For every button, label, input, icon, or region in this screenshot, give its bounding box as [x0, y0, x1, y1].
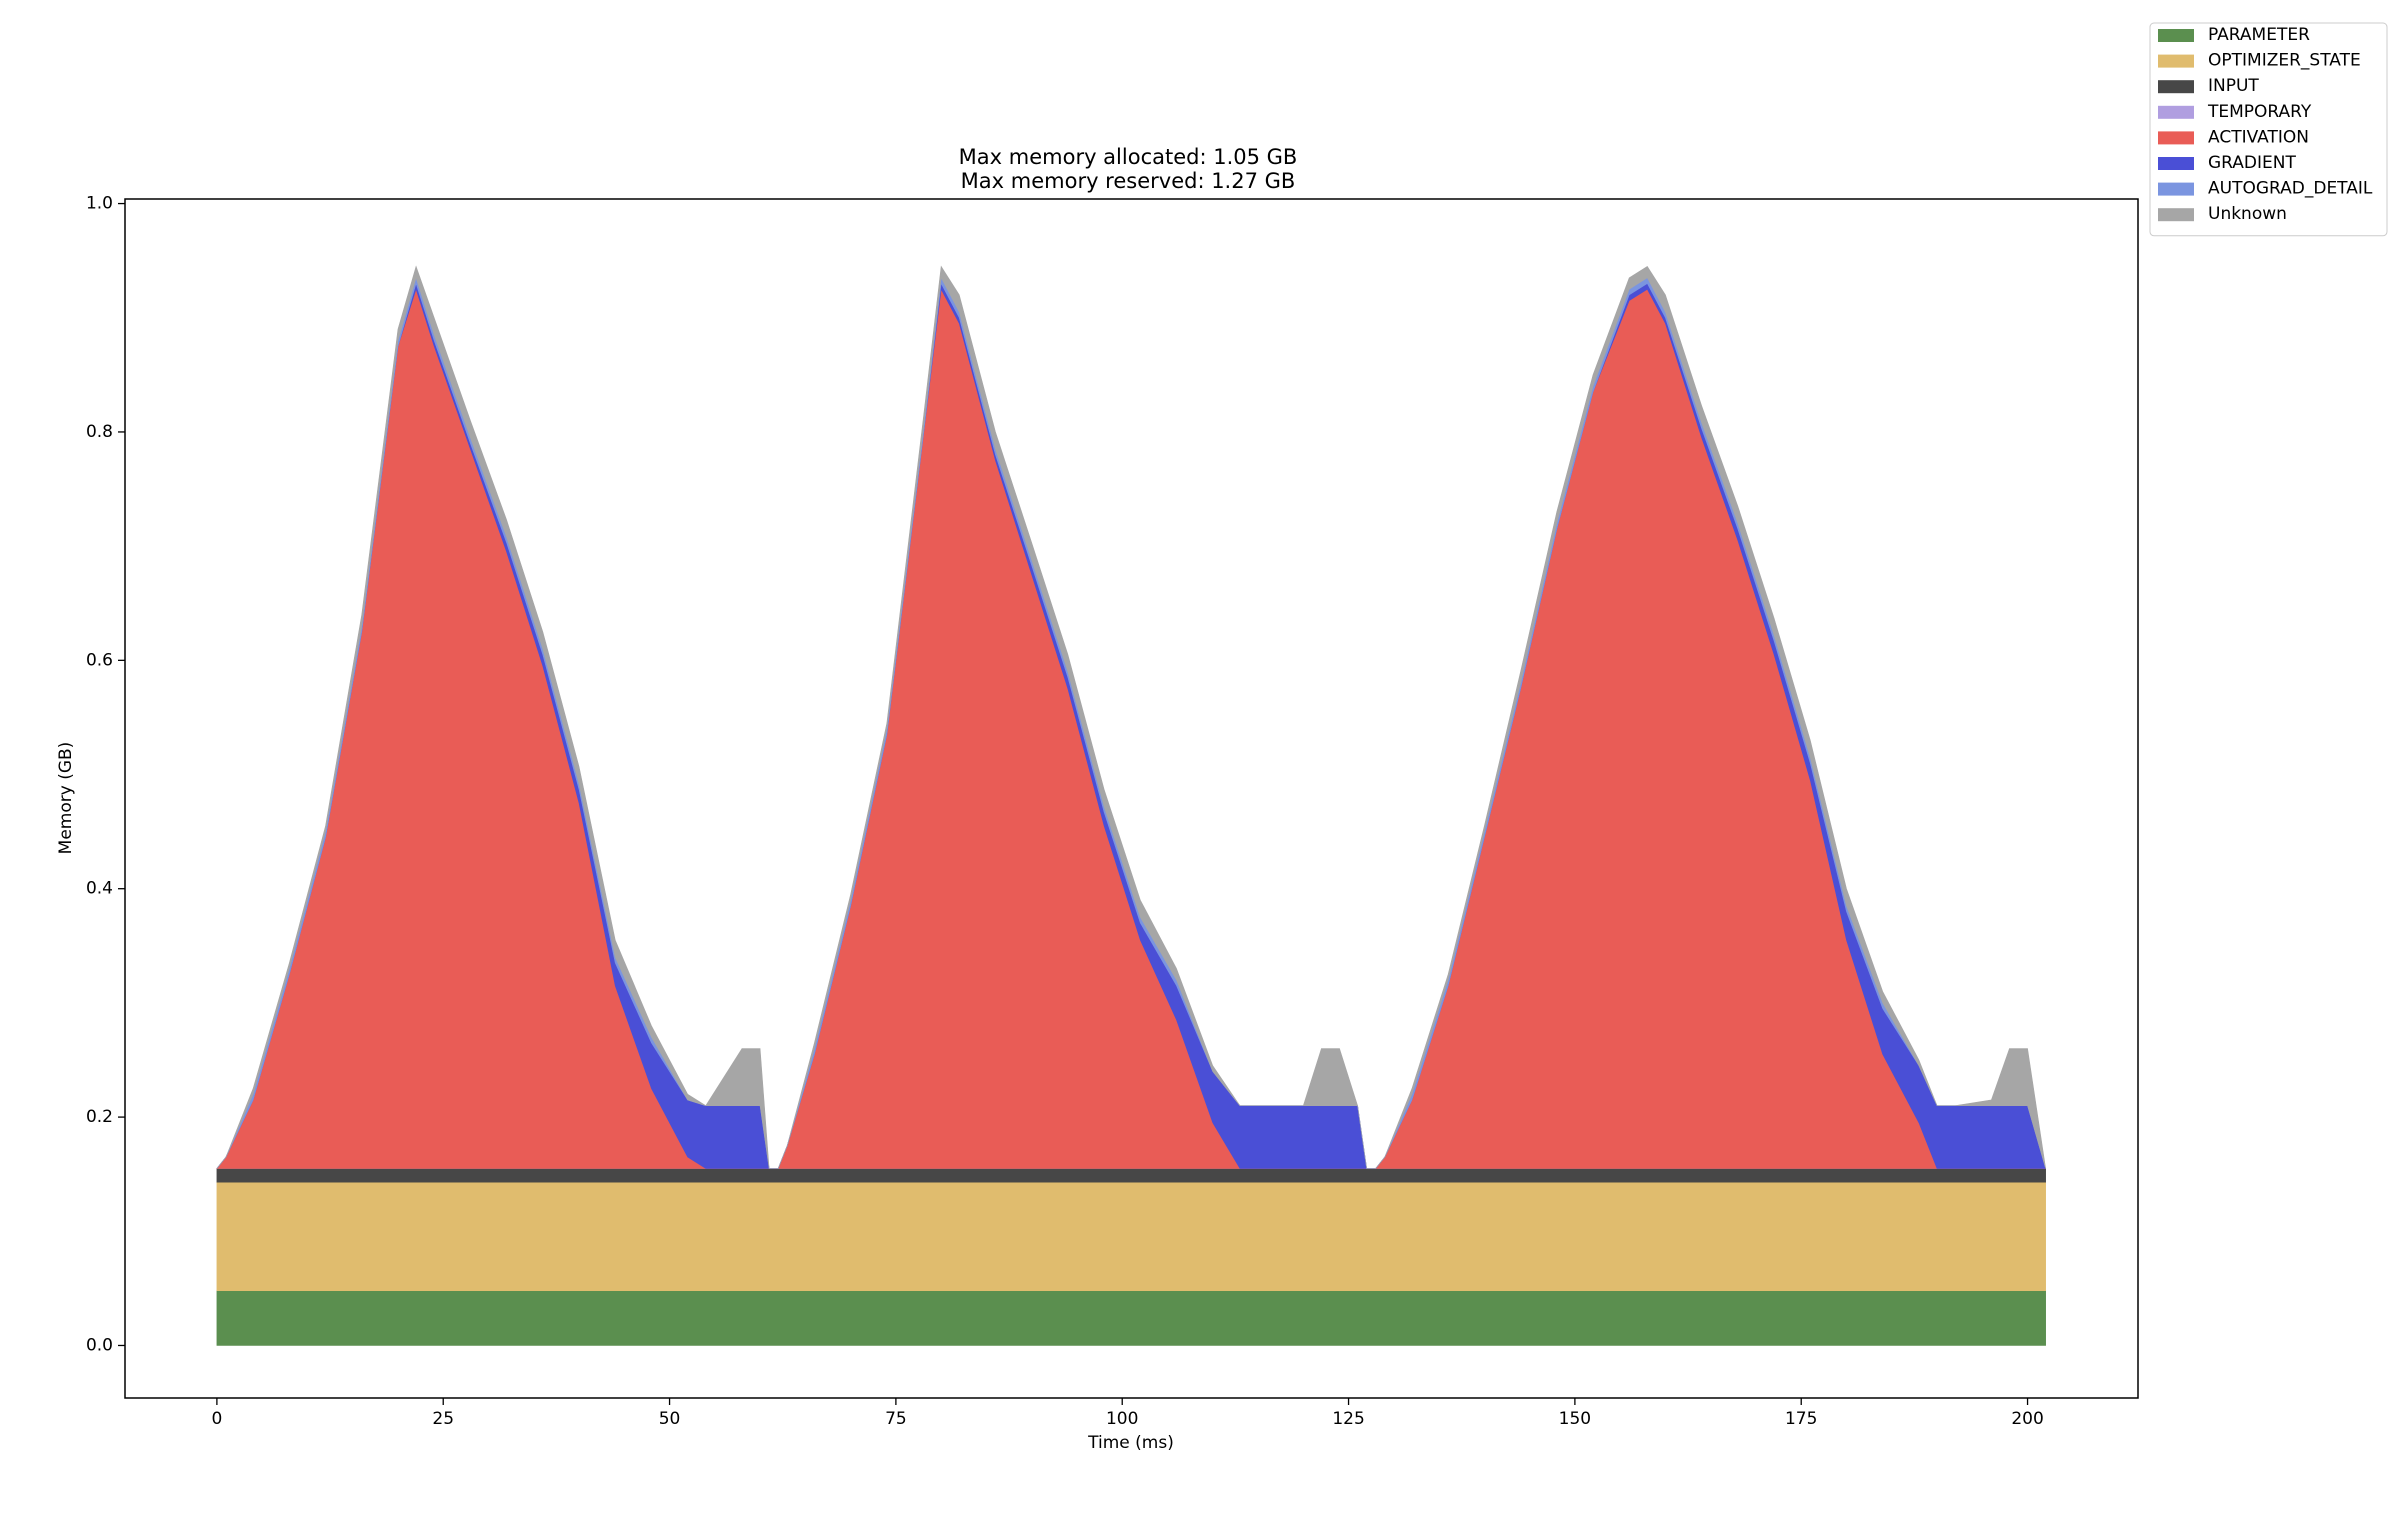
- legend-label: TEMPORARY: [2207, 102, 2312, 122]
- legend-swatch: [2158, 208, 2194, 222]
- area-7: [216, 265, 2046, 1169]
- legend-swatch: [2158, 105, 2194, 119]
- x-tick-label: 25: [432, 1409, 454, 1429]
- y-axis-label: Memory (GB): [56, 742, 76, 855]
- legend-swatch: [2158, 182, 2194, 196]
- legend-label: Unknown: [2208, 204, 2287, 224]
- legend-label: AUTOGRAD_DETAIL: [2208, 179, 2373, 199]
- y-tick-label: 0.6: [86, 650, 113, 670]
- x-tick-label: 175: [1785, 1409, 1817, 1429]
- legend: PARAMETER OPTIMIZER_STATE INPUT TEMPORARY AC…: [2149, 22, 2388, 237]
- legend-frame: [2149, 22, 2388, 237]
- legend-swatch: [2158, 157, 2194, 170]
- chart-title: Max memory allocated: 1.05 GB: [959, 145, 1298, 169]
- legend-swatch: [2158, 131, 2194, 145]
- x-tick-label: 75: [885, 1409, 907, 1429]
- legend-label: PARAMETER: [2208, 25, 2310, 45]
- legend-label: INPUT: [2208, 76, 2259, 96]
- plot-area: [216, 265, 2047, 1346]
- y-tick-label: 1.0: [86, 194, 113, 214]
- legend-label: OPTIMIZER_STATE: [2208, 51, 2361, 71]
- x-tick-label: 125: [1332, 1409, 1364, 1429]
- legend-swatch: [2158, 80, 2194, 94]
- area-2: [216, 1168, 2046, 1183]
- plot-frame: [124, 198, 2139, 1399]
- chart-subtitle: Max memory reserved: 1.27 GB: [961, 169, 1296, 193]
- y-tick-label: 0.2: [86, 1107, 113, 1127]
- x-tick-label: 150: [1559, 1409, 1591, 1429]
- legend-label: GRADIENT: [2208, 153, 2296, 173]
- legend-label: ACTIVATION: [2208, 127, 2309, 147]
- legend-swatch: [2158, 29, 2194, 42]
- x-tick-label: 100: [1106, 1409, 1138, 1429]
- area-0: [216, 1290, 2046, 1346]
- area-1: [216, 1181, 2046, 1291]
- y-tick-label: 0.0: [86, 1335, 113, 1355]
- legend-swatch: [2158, 54, 2194, 68]
- y-tick-label: 0.4: [86, 879, 113, 899]
- x-tick-label: 200: [2011, 1409, 2043, 1429]
- x-tick-label: 0: [211, 1409, 222, 1429]
- y-tick-label: 0.8: [86, 422, 113, 442]
- x-axis-label: Time (ms): [1087, 1433, 1174, 1453]
- x-tick-label: 50: [659, 1409, 681, 1429]
